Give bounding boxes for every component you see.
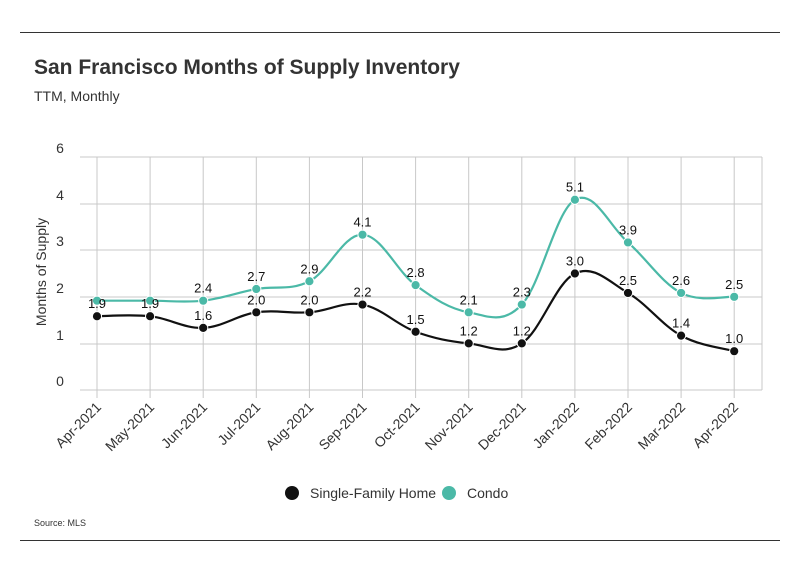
data-point-single-family-home[interactable] xyxy=(622,287,634,299)
legend-label: Single-Family Home xyxy=(310,485,436,501)
y-tick-label: 0 xyxy=(56,373,64,389)
top-rule xyxy=(20,32,780,33)
data-label-single-family-home: 1.2 xyxy=(460,323,478,338)
data-point-single-family-home[interactable] xyxy=(91,311,103,322)
data-point-single-family-home[interactable] xyxy=(304,307,315,318)
data-label-single-family-home: 1.6 xyxy=(194,308,212,323)
x-tick-label: Jun-2021 xyxy=(158,399,211,452)
bottom-rule xyxy=(20,540,780,541)
data-point-single-family-home[interactable] xyxy=(516,338,527,349)
data-point-condo[interactable] xyxy=(145,295,156,306)
chart-grid xyxy=(80,156,763,398)
data-point-condo[interactable] xyxy=(676,287,687,299)
data-label-single-family-home: 1.5 xyxy=(407,312,425,327)
data-label-condo: 2.3 xyxy=(513,285,531,300)
data-point-condo[interactable] xyxy=(304,276,315,287)
series-condo: 2.4 2.7 2.9 4.1 2.8 2.1 2.3 5.1 3.9 2.6 2.5 xyxy=(91,180,743,319)
data-point-single-family-home[interactable] xyxy=(198,322,209,333)
x-tick-label: Aug-2021 xyxy=(262,399,316,453)
data-label-single-family-home: 2.0 xyxy=(300,292,318,307)
source-note: Source: MLS xyxy=(34,518,87,528)
legend-item-condo[interactable]: Condo xyxy=(442,485,508,501)
data-point-condo[interactable] xyxy=(516,299,527,310)
data-label-single-family-home: 3.0 xyxy=(566,254,584,269)
data-label-single-family-home: 1.9 xyxy=(88,296,106,311)
x-tick-label: Dec-2021 xyxy=(475,399,529,453)
data-point-condo[interactable] xyxy=(251,283,262,295)
data-label-condo: 2.8 xyxy=(407,265,425,280)
data-label-single-family-home: 1.2 xyxy=(513,323,531,338)
x-tick-label: Mar-2022 xyxy=(635,399,689,453)
data-label-condo: 2.1 xyxy=(460,292,478,307)
data-point-single-family-home[interactable] xyxy=(463,338,474,349)
x-tick-label: Jan-2022 xyxy=(529,399,582,452)
data-label-condo: 5.1 xyxy=(566,180,584,195)
data-point-single-family-home[interactable] xyxy=(145,311,156,322)
data-point-single-family-home[interactable] xyxy=(357,299,368,310)
y-tick-label: 4 xyxy=(56,187,64,203)
data-label-single-family-home: 2.2 xyxy=(353,285,371,300)
data-label-condo: 2.5 xyxy=(725,277,743,292)
data-point-condo[interactable] xyxy=(569,194,581,205)
data-label-single-family-home: 2.0 xyxy=(247,292,265,307)
chart-title: San Francisco Months of Supply Inventory xyxy=(34,56,460,79)
data-label-condo: 2.9 xyxy=(300,261,318,276)
data-label-single-family-home: 1.4 xyxy=(672,316,690,331)
data-label-single-family-home: 2.5 xyxy=(619,273,637,288)
data-label-condo: 3.9 xyxy=(619,222,637,237)
y-tick-label: 3 xyxy=(56,233,64,249)
y-tick-label: 6 xyxy=(56,140,64,156)
data-point-single-family-home[interactable] xyxy=(251,307,262,318)
x-tick-label: Nov-2021 xyxy=(422,399,476,453)
x-tick-label: Oct-2021 xyxy=(371,399,423,451)
legend-label: Condo xyxy=(467,485,508,501)
x-tick-label: Apr-2021 xyxy=(52,399,104,451)
data-point-single-family-home[interactable] xyxy=(676,330,687,341)
data-label-condo: 2.4 xyxy=(194,281,212,296)
y-tick-label: 1 xyxy=(56,327,64,343)
data-label-single-family-home: 1.9 xyxy=(141,296,159,311)
x-tick-label: May-2021 xyxy=(102,399,157,454)
data-label-condo: 2.6 xyxy=(672,273,690,288)
data-point-condo[interactable] xyxy=(622,237,634,248)
y-tick-label: 2 xyxy=(56,280,64,296)
data-point-condo[interactable] xyxy=(91,295,103,306)
data-label-condo: 4.1 xyxy=(353,215,371,230)
x-tick-label: Apr-2022 xyxy=(689,399,741,451)
chart-subtitle: TTM, Monthly xyxy=(34,88,120,104)
chart-series: 2.42.72.94.12.82.12.35.13.92.6 2.51.9 1.91… xyxy=(88,180,743,357)
data-point-condo[interactable] xyxy=(729,291,740,302)
data-label-single-family-home: 1.0 xyxy=(725,331,743,346)
data-point-condo[interactable] xyxy=(463,307,474,318)
data-point-condo[interactable] xyxy=(198,295,209,306)
series-single-family-home: 1.9 1.9 1.6 2.0 2.0 2.2 1.5 1.2 1.2 3.0 2.5 1.4 1.0 xyxy=(88,254,743,357)
legend-item-single-family-home[interactable]: Single-Family Home xyxy=(285,485,436,501)
data-point-single-family-home[interactable] xyxy=(410,326,421,337)
x-tick-label: Feb-2022 xyxy=(581,399,635,453)
data-point-single-family-home[interactable] xyxy=(729,346,740,357)
data-label-condo: 2.7 xyxy=(247,269,265,284)
legend-marker xyxy=(442,486,456,500)
data-point-single-family-home[interactable] xyxy=(569,268,581,279)
x-tick-label: Jul-2021 xyxy=(214,399,263,448)
y-axis-ticks: 0 1 2 3 4 6 xyxy=(56,140,64,389)
chart-legend: Single-Family Home Condo xyxy=(285,485,508,501)
data-point-condo[interactable] xyxy=(410,280,421,291)
x-tick-label: Sep-2021 xyxy=(315,399,369,453)
y-axis-title: Months of Supply xyxy=(33,218,49,326)
legend-marker xyxy=(285,486,299,500)
data-point-condo[interactable] xyxy=(357,229,368,240)
